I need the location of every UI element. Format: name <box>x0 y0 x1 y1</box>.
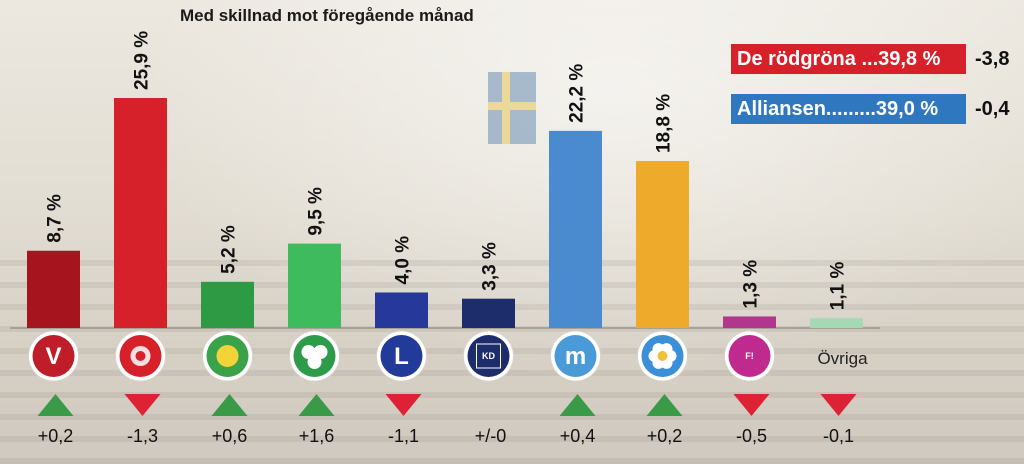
change-label-mp: +0,6 <box>212 426 248 446</box>
bar-sd <box>636 161 689 328</box>
party-logo-m: m <box>550 330 601 382</box>
down-arrow-icon <box>385 394 422 416</box>
down-arrow-icon <box>820 394 857 416</box>
value-label-mp: 5,2 % <box>219 225 240 274</box>
logo-letter: F! <box>745 351 754 361</box>
bar-m <box>549 130 602 328</box>
party-logo-kd: KD <box>463 330 514 382</box>
bar-c <box>288 243 341 328</box>
up-arrow-icon <box>646 394 683 416</box>
rose-center-icon <box>135 351 146 361</box>
party-logo-c <box>289 330 340 382</box>
bar-fi <box>723 316 776 328</box>
logo-letter: KD <box>482 351 495 361</box>
legend-rodgrona-box: De rödgröna ...39,8 % <box>731 44 966 74</box>
up-arrow-icon <box>37 394 74 416</box>
sun-icon <box>216 345 239 367</box>
change-label-m: +0,4 <box>560 426 596 446</box>
bar-s <box>114 98 167 328</box>
swedish-flag-background <box>488 72 536 144</box>
value-label-kd: 3,3 % <box>480 242 501 291</box>
party-logo-sd <box>637 330 688 382</box>
party-logo-mp <box>202 330 253 382</box>
party-logo-l: L <box>376 330 427 382</box>
up-arrow-icon <box>298 394 335 416</box>
value-label-sd: 18,8 % <box>654 94 675 153</box>
kd-box-icon <box>476 343 501 369</box>
legend-alliansen: Alliansen.........39,0 % -0,4 <box>731 94 1021 124</box>
change-label-c: +1,6 <box>299 426 335 446</box>
down-arrow-icon <box>733 394 770 416</box>
legend-alliansen-change: -0,4 <box>975 98 1010 120</box>
logo-fill <box>32 335 75 377</box>
value-label-s: 25,9 % <box>132 31 153 90</box>
change-label-sd: +0,2 <box>647 426 683 446</box>
logo-fill <box>728 335 771 377</box>
value-label-övriga: 1,1 % <box>828 262 849 311</box>
chart-title: Med skillnad mot föregående månad <box>180 6 474 25</box>
logo-letter: V <box>45 343 61 370</box>
legend-rodgrona: De rödgröna ...39,8 % -3,8 <box>731 44 1021 74</box>
logo-fill <box>380 335 423 377</box>
bar-mp <box>201 281 254 328</box>
logo-letter: m <box>565 343 586 370</box>
value-label-m: 22,2 % <box>567 64 588 123</box>
value-label-fi: 1,3 % <box>741 260 762 309</box>
change-label-fi: -0,5 <box>736 426 767 446</box>
change-label-l: -1,1 <box>388 426 419 446</box>
down-arrow-icon <box>124 394 161 416</box>
legend-alliansen-box: Alliansen.........39,0 % <box>731 94 966 124</box>
logo-fill <box>467 335 510 377</box>
party-logo-fi: F! <box>724 330 775 382</box>
up-arrow-icon <box>211 394 248 416</box>
value-label-c: 9,5 % <box>306 187 327 236</box>
party-logo-s <box>115 330 166 382</box>
legend-rodgrona-change: -3,8 <box>975 48 1010 70</box>
value-label-l: 4,0 % <box>393 236 414 285</box>
change-label-s: -1,3 <box>127 426 158 446</box>
party-logo-v: V <box>28 330 79 382</box>
bar-l <box>375 292 428 328</box>
change-label-övriga: -0,1 <box>823 426 854 446</box>
change-label-kd: +/-0 <box>475 426 507 446</box>
up-arrow-icon <box>559 394 596 416</box>
value-label-v: 8,7 % <box>45 194 66 243</box>
logo-letter: L <box>394 343 409 370</box>
bar-kd <box>462 298 515 328</box>
change-label-v: +0,2 <box>38 426 74 446</box>
flower-center-icon <box>657 351 668 361</box>
bar-övriga <box>810 318 863 328</box>
other-label: Övriga <box>817 349 868 368</box>
clover-leaf-icon <box>307 355 322 369</box>
bar-v <box>27 250 80 328</box>
logo-fill <box>554 335 597 377</box>
